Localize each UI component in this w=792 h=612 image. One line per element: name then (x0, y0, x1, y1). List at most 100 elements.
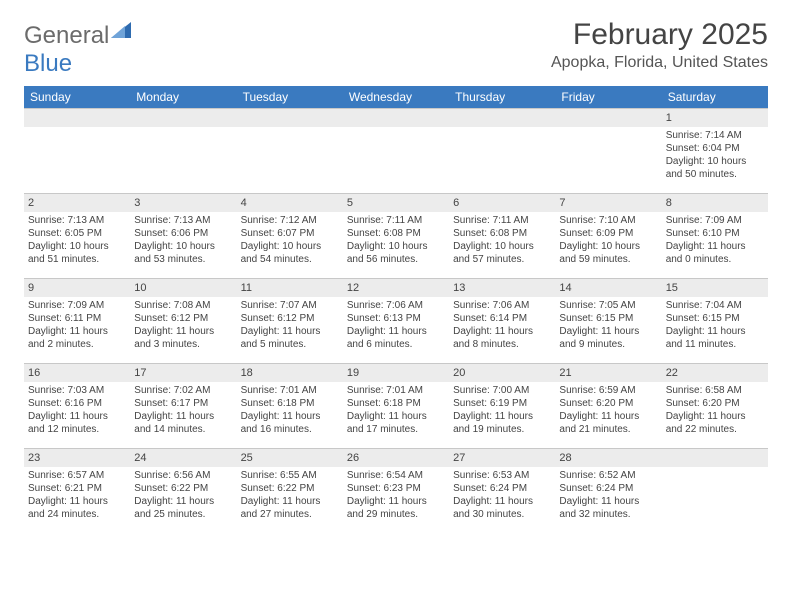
day-info: Sunrise: 6:53 AMSunset: 6:24 PMDaylight:… (453, 469, 551, 521)
day-info-line: Sunset: 6:09 PM (559, 227, 657, 240)
day-number: 16 (24, 364, 130, 382)
day-info-line: Daylight: 11 hours (666, 240, 764, 253)
day-cell: 1Sunrise: 7:14 AMSunset: 6:04 PMDaylight… (662, 109, 768, 194)
day-info-line: and 54 minutes. (241, 253, 339, 266)
day-info-line: Sunset: 6:20 PM (559, 397, 657, 410)
day-info: Sunrise: 7:09 AMSunset: 6:11 PMDaylight:… (28, 299, 126, 351)
day-number: 25 (237, 449, 343, 467)
day-info-line: Daylight: 11 hours (453, 325, 551, 338)
day-info: Sunrise: 6:55 AMSunset: 6:22 PMDaylight:… (241, 469, 339, 521)
day-cell: 21Sunrise: 6:59 AMSunset: 6:20 PMDayligh… (555, 364, 661, 449)
day-info-line: Sunrise: 7:00 AM (453, 384, 551, 397)
day-number: 28 (555, 449, 661, 467)
day-info-line: Sunset: 6:15 PM (666, 312, 764, 325)
weekday-header: Tuesday (237, 86, 343, 109)
day-number: 3 (130, 194, 236, 212)
day-number: 18 (237, 364, 343, 382)
day-number (237, 109, 343, 127)
day-number (343, 109, 449, 127)
day-cell: 13Sunrise: 7:06 AMSunset: 6:14 PMDayligh… (449, 279, 555, 364)
day-info: Sunrise: 7:00 AMSunset: 6:19 PMDaylight:… (453, 384, 551, 436)
day-info-line: Daylight: 11 hours (347, 495, 445, 508)
day-info: Sunrise: 6:59 AMSunset: 6:20 PMDaylight:… (559, 384, 657, 436)
day-info: Sunrise: 7:02 AMSunset: 6:17 PMDaylight:… (134, 384, 232, 436)
day-number (662, 449, 768, 467)
day-info-line: Sunrise: 6:57 AM (28, 469, 126, 482)
day-info-line: Sunset: 6:04 PM (666, 142, 764, 155)
day-number: 12 (343, 279, 449, 297)
day-info-line: Sunset: 6:08 PM (453, 227, 551, 240)
day-cell: 19Sunrise: 7:01 AMSunset: 6:18 PMDayligh… (343, 364, 449, 449)
day-info-line: and 29 minutes. (347, 508, 445, 521)
calendar-week: 23 Sunrise: 6:57 AMSunset: 6:21 PMDayligh… (24, 449, 768, 534)
empty-cell (237, 109, 343, 194)
day-number: 9 (24, 279, 130, 297)
day-info-line: Daylight: 11 hours (28, 495, 126, 508)
weekday-header: Monday (130, 86, 236, 109)
day-info: Sunrise: 7:11 AMSunset: 6:08 PMDaylight:… (347, 214, 445, 266)
weekday-header: Friday (555, 86, 661, 109)
day-info-line: and 2 minutes. (28, 338, 126, 351)
day-info-line: Sunset: 6:17 PM (134, 397, 232, 410)
day-cell: 5 Sunrise: 7:11 AMSunset: 6:08 PMDaylight… (343, 194, 449, 279)
day-cell: 4Sunrise: 7:12 AMSunset: 6:07 PMDaylight… (237, 194, 343, 279)
day-number: 23 (24, 449, 130, 467)
day-info: Sunrise: 6:58 AMSunset: 6:20 PMDaylight:… (666, 384, 764, 436)
calendar-week: 9 Sunrise: 7:09 AMSunset: 6:11 PMDaylight… (24, 279, 768, 364)
day-cell: 25 Sunrise: 6:55 AMSunset: 6:22 PMDayligh… (237, 449, 343, 534)
day-cell: 6Sunrise: 7:11 AMSunset: 6:08 PMDaylight… (449, 194, 555, 279)
day-info-line: Daylight: 10 hours (28, 240, 126, 253)
day-info-line: Sunrise: 7:09 AM (666, 214, 764, 227)
weekday-header: Wednesday (343, 86, 449, 109)
day-cell: 16Sunrise: 7:03 AMSunset: 6:16 PMDayligh… (24, 364, 130, 449)
day-info-line: Sunset: 6:23 PM (347, 482, 445, 495)
day-info: Sunrise: 7:09 AMSunset: 6:10 PMDaylight:… (666, 214, 764, 266)
day-info: Sunrise: 7:05 AMSunset: 6:15 PMDaylight:… (559, 299, 657, 351)
day-number: 17 (130, 364, 236, 382)
day-info-line: and 16 minutes. (241, 423, 339, 436)
day-info-line: Daylight: 10 hours (666, 155, 764, 168)
day-info-line: Daylight: 10 hours (559, 240, 657, 253)
day-info: Sunrise: 7:12 AMSunset: 6:07 PMDaylight:… (241, 214, 339, 266)
day-number: 14 (555, 279, 661, 297)
day-info-line: Daylight: 11 hours (453, 410, 551, 423)
day-cell: 12Sunrise: 7:06 AMSunset: 6:13 PMDayligh… (343, 279, 449, 364)
day-info: Sunrise: 7:14 AMSunset: 6:04 PMDaylight:… (666, 129, 764, 181)
day-info-line: and 50 minutes. (666, 168, 764, 181)
empty-cell (24, 109, 130, 194)
day-info-line: and 53 minutes. (134, 253, 232, 266)
day-info: Sunrise: 6:57 AMSunset: 6:21 PMDaylight:… (28, 469, 126, 521)
day-info-line: Sunset: 6:13 PM (347, 312, 445, 325)
day-info: Sunrise: 7:06 AMSunset: 6:14 PMDaylight:… (453, 299, 551, 351)
day-number (130, 109, 236, 127)
day-info-line: Sunset: 6:06 PM (134, 227, 232, 240)
day-info-line: Daylight: 11 hours (28, 410, 126, 423)
day-info-line: Daylight: 10 hours (453, 240, 551, 253)
day-cell: 15Sunrise: 7:04 AMSunset: 6:15 PMDayligh… (662, 279, 768, 364)
empty-cell (449, 109, 555, 194)
day-cell: 2Sunrise: 7:13 AMSunset: 6:05 PMDaylight… (24, 194, 130, 279)
day-info-line: and 9 minutes. (559, 338, 657, 351)
day-info-line: Sunset: 6:12 PM (134, 312, 232, 325)
day-info-line: Daylight: 11 hours (241, 495, 339, 508)
day-cell: 28Sunrise: 6:52 AMSunset: 6:24 PMDayligh… (555, 449, 661, 534)
day-cell: 18Sunrise: 7:01 AMSunset: 6:18 PMDayligh… (237, 364, 343, 449)
day-info-line: and 0 minutes. (666, 253, 764, 266)
day-info-line: and 24 minutes. (28, 508, 126, 521)
day-info-line: and 14 minutes. (134, 423, 232, 436)
weekday-header: Thursday (449, 86, 555, 109)
weekday-header: Sunday (24, 86, 130, 109)
calendar-header: SundayMondayTuesdayWednesdayThursdayFrid… (24, 86, 768, 109)
day-info-line: Sunrise: 6:53 AM (453, 469, 551, 482)
day-cell: 10Sunrise: 7:08 AMSunset: 6:12 PMDayligh… (130, 279, 236, 364)
empty-cell (343, 109, 449, 194)
day-info-line: Sunrise: 7:12 AM (241, 214, 339, 227)
day-info-line: Sunrise: 7:01 AM (241, 384, 339, 397)
day-number: 22 (662, 364, 768, 382)
day-info-line: Sunrise: 7:02 AM (134, 384, 232, 397)
day-info-line: Sunrise: 6:56 AM (134, 469, 232, 482)
day-info: Sunrise: 7:13 AMSunset: 6:05 PMDaylight:… (28, 214, 126, 266)
day-number (449, 109, 555, 127)
day-info-line: Sunset: 6:10 PM (666, 227, 764, 240)
day-number: 5 (343, 194, 449, 212)
